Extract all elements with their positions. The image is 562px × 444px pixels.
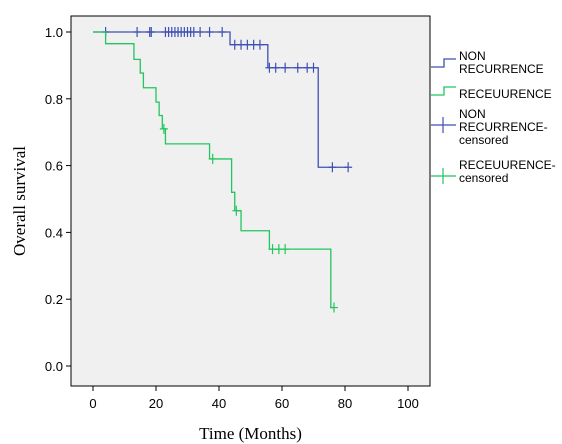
x-tick-label-1: 20 <box>149 396 163 411</box>
series-0-line <box>93 31 349 168</box>
series-0-censor-mark-14 <box>196 27 205 37</box>
x-tick-label-5: 100 <box>397 396 419 411</box>
series-0-censor-mark-27 <box>309 62 318 73</box>
y-tick-label-0: 0.0 <box>45 359 63 374</box>
series-1-censor-mark-5 <box>281 244 290 255</box>
legend: NONRECURRENCERECEUURENCENONRECURRENCE-ce… <box>431 49 556 185</box>
y-tick-label-3: 0.6 <box>45 159 63 174</box>
y-tick-label-4: 0.8 <box>45 92 63 107</box>
series-0-censor-mark-24 <box>281 62 290 73</box>
series-1-censor-mark-0 <box>159 123 168 134</box>
y-tick-label-2: 0.4 <box>45 225 63 240</box>
legend-entry-3: RECEUURENCE-censored <box>431 158 556 185</box>
legend-cross-symbol <box>431 168 456 184</box>
series-0-censor-mark-29 <box>344 162 353 173</box>
series-0-censor-mark-25 <box>293 62 302 73</box>
legend-label-line: RECURRENCE- <box>459 120 548 134</box>
series-1-censor-mark-6 <box>329 302 338 313</box>
y-axis-label: Overall survival <box>10 146 29 256</box>
series-0-censor-mark-15 <box>205 27 214 37</box>
series-1-censor-mark-2 <box>232 205 241 216</box>
legend-label-line: RECEUURENCE- <box>459 158 556 172</box>
y-tick-label-5: 1.0 <box>45 25 63 40</box>
series-0-censor-mark-23 <box>271 62 280 73</box>
series-0-censor-mark-16 <box>218 27 227 37</box>
legend-label-line: RECURRENCE <box>459 62 544 76</box>
series-0-censor-mark-1 <box>133 27 142 37</box>
legend-cross-symbol <box>431 117 456 133</box>
series-0-censor-mark-28 <box>328 162 337 173</box>
legend-label-line: RECEUURENCE <box>459 87 552 101</box>
series-1-censor-mark-1 <box>208 153 217 164</box>
series-layer <box>93 27 353 313</box>
legend-label-line: censored <box>459 133 508 147</box>
legend-step-symbol <box>431 86 456 96</box>
legend-label-line: censored <box>459 171 508 185</box>
series-0-censor-mark-3 <box>147 27 156 37</box>
x-tick-label-0: 0 <box>89 396 96 411</box>
x-tick-label-3: 60 <box>275 396 289 411</box>
x-axis-label: Time (Months) <box>199 424 302 443</box>
y-tick-label-1: 0.2 <box>45 292 63 307</box>
legend-label-line: NON <box>459 107 486 121</box>
series-0-censor-mark-21 <box>255 39 264 50</box>
legend-label-line: NON <box>459 49 486 63</box>
plot-background <box>70 15 431 387</box>
axes-layer: 0 20 40 60 80 100 0.0 0.2 0.4 0.6 0.8 1.0 <box>45 25 419 411</box>
x-tick-label-4: 80 <box>338 396 352 411</box>
x-tick-label-2: 40 <box>212 396 226 411</box>
legend-step-symbol <box>431 58 456 68</box>
legend-entry-1: RECEUURENCE <box>431 86 552 101</box>
